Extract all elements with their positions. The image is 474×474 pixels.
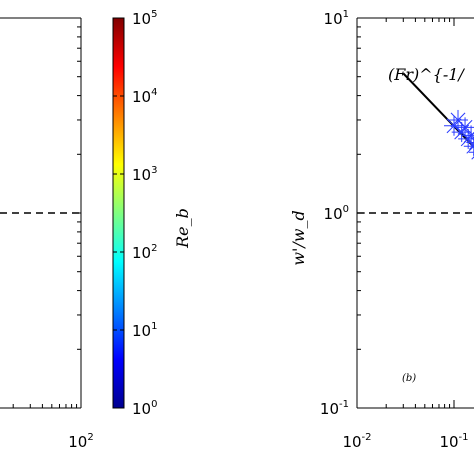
right-panel-y-axis-label: w'/w_d	[289, 210, 308, 265]
right-panel: 101 100 10-1 10-2 10-1 w'/w_d (Fr)^{-1/ …	[289, 9, 474, 451]
left-panel-x-tick-label: 102	[68, 432, 93, 451]
right-panel-y-tick-label-10: 101	[324, 9, 349, 28]
data-point	[444, 115, 464, 136]
colorbar-label-main: Re_b	[173, 208, 192, 249]
left-panel: 102	[0, 17, 94, 451]
left-panel-ticks	[12, 26, 82, 409]
right-panel-y-tick-label-1: 100	[324, 204, 349, 223]
colorbar-tick-label: 100	[132, 399, 157, 418]
colorbar-tick-label: 102	[132, 243, 157, 262]
right-panel-fit-label: (Fr)^{-1/	[388, 65, 465, 84]
colorbar-label: Re_b	[173, 208, 192, 249]
colorbar-gradient	[112, 17, 125, 409]
data-point	[468, 144, 474, 160]
right-panel-panel-label: (b)	[402, 373, 416, 384]
data-point	[455, 117, 474, 138]
colorbar-tick-label: 101	[132, 321, 157, 340]
data-point	[466, 135, 474, 150]
right-panel-y-tick-label-0.1: 10-1	[320, 399, 349, 418]
colorbar-tick-label: 105	[132, 9, 157, 28]
right-panel-ticks	[356, 18, 455, 409]
right-panel-x-tick-label-0.01: 10-2	[342, 432, 371, 451]
right-panel-x-tick-label-0.1: 10-1	[439, 432, 468, 451]
colorbar-ticks: 105 104 103 102 101 100	[113, 9, 157, 418]
colorbar-tick-label: 104	[132, 87, 157, 106]
colorbar: 105 104 103 102 101 100 Re_b	[112, 9, 192, 418]
colorbar-tick-label: 103	[132, 165, 157, 184]
right-panel-points	[444, 109, 474, 160]
